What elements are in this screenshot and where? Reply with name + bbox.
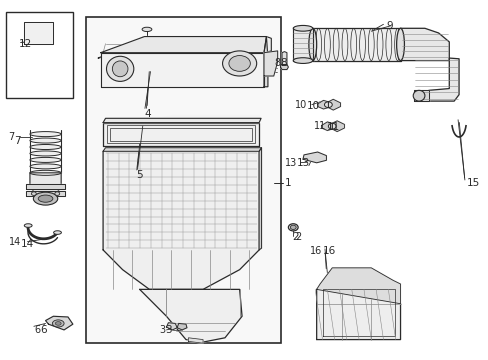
Bar bbox=[31, 37, 45, 42]
Ellipse shape bbox=[31, 192, 36, 195]
Text: 12: 12 bbox=[19, 39, 32, 49]
Ellipse shape bbox=[54, 231, 61, 234]
Ellipse shape bbox=[30, 164, 61, 169]
Ellipse shape bbox=[24, 224, 32, 227]
Ellipse shape bbox=[106, 56, 134, 81]
Polygon shape bbox=[101, 53, 264, 87]
Polygon shape bbox=[303, 152, 326, 163]
Ellipse shape bbox=[293, 58, 312, 63]
Ellipse shape bbox=[30, 151, 61, 156]
Bar bbox=[31, 26, 45, 32]
Polygon shape bbox=[26, 192, 65, 196]
Polygon shape bbox=[103, 148, 261, 151]
Ellipse shape bbox=[112, 61, 128, 77]
Ellipse shape bbox=[30, 157, 61, 162]
Polygon shape bbox=[293, 28, 312, 60]
Text: 14: 14 bbox=[9, 237, 21, 247]
Polygon shape bbox=[103, 118, 261, 123]
Text: 5: 5 bbox=[136, 170, 142, 180]
Bar bbox=[110, 128, 251, 141]
Text: 16: 16 bbox=[309, 246, 322, 256]
Polygon shape bbox=[413, 90, 428, 101]
Polygon shape bbox=[103, 151, 259, 289]
Text: 8: 8 bbox=[274, 58, 280, 68]
Ellipse shape bbox=[228, 55, 250, 71]
Text: 13: 13 bbox=[285, 158, 297, 168]
Ellipse shape bbox=[30, 170, 61, 175]
Polygon shape bbox=[24, 22, 53, 44]
Bar bbox=[5, 12, 73, 98]
Ellipse shape bbox=[412, 90, 424, 101]
Ellipse shape bbox=[55, 321, 61, 325]
Ellipse shape bbox=[328, 123, 335, 129]
Ellipse shape bbox=[290, 225, 296, 229]
Ellipse shape bbox=[30, 132, 61, 136]
Ellipse shape bbox=[308, 28, 316, 60]
Text: 2: 2 bbox=[292, 232, 298, 242]
Ellipse shape bbox=[288, 224, 298, 231]
Text: 14: 14 bbox=[21, 239, 34, 249]
Text: 7: 7 bbox=[8, 132, 14, 142]
Polygon shape bbox=[45, 316, 73, 330]
Text: 11: 11 bbox=[313, 121, 326, 131]
Text: 9: 9 bbox=[385, 21, 392, 31]
Text: 1: 1 bbox=[284, 178, 290, 188]
Ellipse shape bbox=[396, 28, 404, 60]
Text: 10: 10 bbox=[294, 100, 306, 110]
Text: 11: 11 bbox=[326, 122, 339, 132]
Polygon shape bbox=[264, 37, 267, 87]
Polygon shape bbox=[428, 58, 458, 101]
Text: 16: 16 bbox=[322, 246, 335, 256]
Text: 15: 15 bbox=[466, 178, 479, 188]
Polygon shape bbox=[259, 148, 261, 250]
Polygon shape bbox=[282, 51, 286, 65]
Polygon shape bbox=[177, 323, 186, 330]
Text: 13: 13 bbox=[297, 158, 310, 168]
Ellipse shape bbox=[142, 27, 152, 32]
Polygon shape bbox=[30, 173, 61, 193]
Polygon shape bbox=[103, 123, 259, 146]
Polygon shape bbox=[316, 268, 400, 304]
Ellipse shape bbox=[30, 144, 61, 149]
Ellipse shape bbox=[52, 320, 64, 327]
Text: 7: 7 bbox=[14, 136, 21, 145]
Polygon shape bbox=[98, 37, 271, 58]
Text: 8: 8 bbox=[280, 58, 286, 68]
Polygon shape bbox=[400, 28, 448, 60]
Polygon shape bbox=[321, 122, 331, 131]
Polygon shape bbox=[140, 289, 242, 342]
Text: 3: 3 bbox=[165, 325, 172, 335]
Polygon shape bbox=[103, 116, 259, 137]
Polygon shape bbox=[316, 273, 400, 339]
Ellipse shape bbox=[38, 195, 53, 202]
Text: 10: 10 bbox=[306, 102, 319, 112]
Polygon shape bbox=[280, 64, 288, 69]
Polygon shape bbox=[26, 184, 65, 189]
Text: 3: 3 bbox=[159, 325, 165, 335]
Polygon shape bbox=[328, 99, 340, 110]
Ellipse shape bbox=[33, 192, 58, 205]
Bar bbox=[107, 126, 255, 143]
Ellipse shape bbox=[293, 26, 312, 31]
Ellipse shape bbox=[324, 102, 331, 108]
Polygon shape bbox=[264, 51, 277, 76]
Text: 2: 2 bbox=[295, 232, 301, 242]
Polygon shape bbox=[166, 323, 177, 330]
Text: 4: 4 bbox=[144, 109, 151, 119]
Ellipse shape bbox=[55, 192, 60, 195]
Polygon shape bbox=[312, 28, 400, 60]
Polygon shape bbox=[331, 121, 344, 132]
Bar bbox=[86, 17, 281, 343]
Polygon shape bbox=[188, 338, 203, 343]
Text: 6: 6 bbox=[35, 325, 41, 335]
Polygon shape bbox=[317, 100, 328, 109]
Ellipse shape bbox=[30, 138, 61, 143]
Polygon shape bbox=[101, 37, 266, 53]
Ellipse shape bbox=[222, 51, 256, 76]
Text: 6: 6 bbox=[41, 325, 47, 335]
